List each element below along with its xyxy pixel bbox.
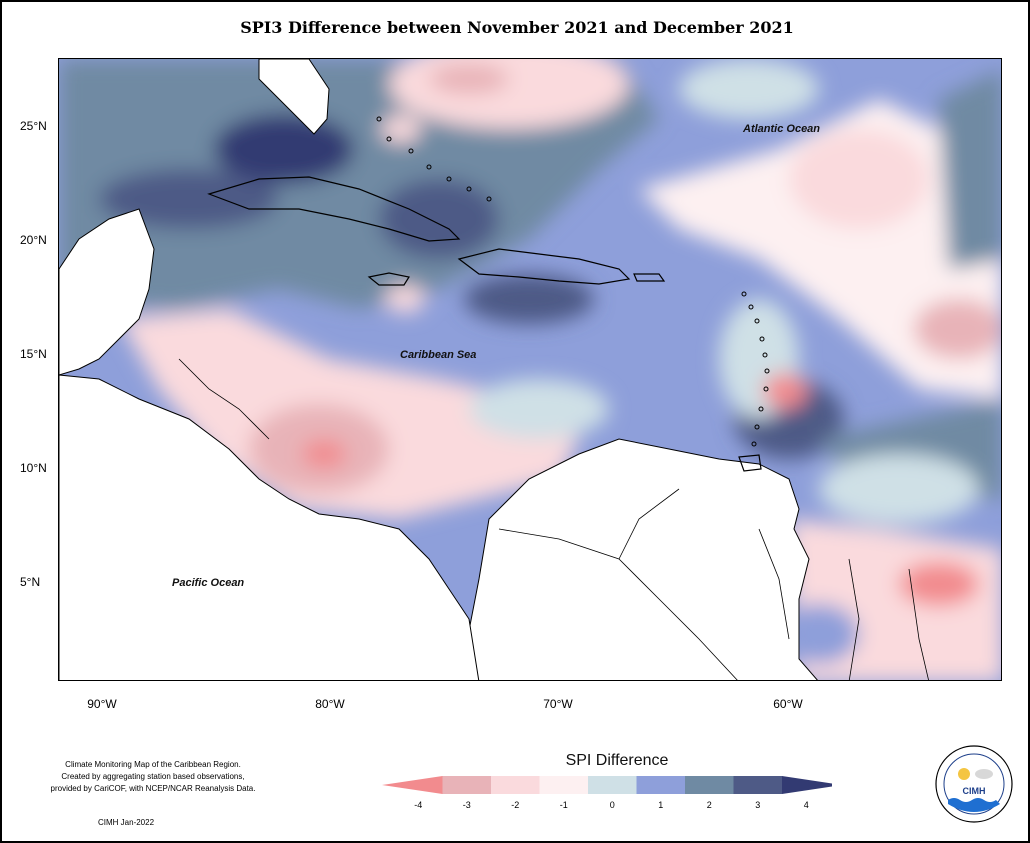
legend-swatch: [588, 776, 637, 794]
legend-swatch: [636, 776, 685, 794]
yucatan-land: [59, 208, 155, 376]
hispaniola-outline: [457, 248, 631, 285]
lesser-antilles: [741, 291, 770, 447]
color-legend: [382, 776, 832, 794]
florida-land: [258, 59, 330, 135]
footnote-line-2: Created by aggregating station based obs…: [61, 772, 245, 781]
waves-icon: [948, 798, 1000, 812]
lon-label-60w: 60°W: [773, 697, 803, 711]
lat-label-10n: 10°N: [20, 461, 47, 475]
credit-text: CIMH Jan-2022: [98, 818, 155, 827]
lat-label-25n: 25°N: [20, 119, 47, 133]
logo-inner-ring: [943, 753, 1005, 815]
legend-tick-label: -1: [559, 800, 568, 810]
legend-tick-label: -4: [414, 800, 423, 810]
legend-tick-label: 4: [803, 800, 809, 810]
cuba-outline: [207, 176, 461, 242]
pacific-land-mask: [59, 374, 480, 680]
caribbean-sea-label: Caribbean Sea: [400, 349, 477, 361]
lat-label-5n: 5°N: [20, 575, 41, 589]
bahamas: [376, 116, 492, 202]
trinidad-outline: [738, 454, 762, 472]
map-area: Atlantic Ocean Caribbean Sea Pacific Oce…: [58, 58, 1002, 681]
legend-swatch: [491, 776, 540, 794]
legend-tick-label: 1: [658, 800, 664, 810]
cimh-logo: CIMH: [935, 745, 1013, 823]
lon-label-90w: 90°W: [87, 697, 117, 711]
logo-text: CIMH: [963, 786, 986, 796]
footnote-line-1: Climate Monitoring Map of the Caribbean …: [65, 760, 241, 769]
sun-icon: [958, 768, 970, 780]
map-title: SPI3 Difference between November 2021 an…: [240, 18, 794, 37]
atlantic-ocean-label: Atlantic Ocean: [743, 123, 821, 135]
south-america-land: [458, 438, 818, 680]
legend-swatch: [685, 776, 734, 794]
field-contours: [59, 59, 1001, 680]
legend-tick-label: 2: [706, 800, 712, 810]
legend-title: SPI Difference: [565, 752, 669, 769]
pacific-ocean-label: Pacific Ocean: [172, 577, 245, 589]
legend-swatch: [782, 776, 832, 794]
legend-tick-label: 0: [609, 800, 615, 810]
legend-tick-label: -3: [462, 800, 471, 810]
legend-swatch: [539, 776, 588, 794]
country-borders: [178, 358, 929, 680]
legend-swatch: [733, 776, 782, 794]
lon-label-70w: 70°W: [543, 697, 573, 711]
legend-tick-label: 3: [755, 800, 761, 810]
spi-difference-map: [59, 59, 1001, 680]
lat-label-20n: 20°N: [20, 233, 47, 247]
jamaica-outline: [367, 272, 410, 286]
legend-swatch: [382, 776, 443, 794]
legend-tick-label: -2: [511, 800, 520, 810]
lon-label-80w: 80°W: [315, 697, 345, 711]
lat-label-15n: 15°N: [20, 347, 47, 361]
puerto-rico-outline: [633, 273, 666, 282]
legend-swatch: [442, 776, 491, 794]
cloud-icon: [975, 769, 993, 779]
footnote-line-3: provided by CariCOF, with NCEP/NCAR Rean…: [50, 784, 256, 793]
map-footnote: Climate Monitoring Map of the Caribbean …: [24, 759, 282, 795]
